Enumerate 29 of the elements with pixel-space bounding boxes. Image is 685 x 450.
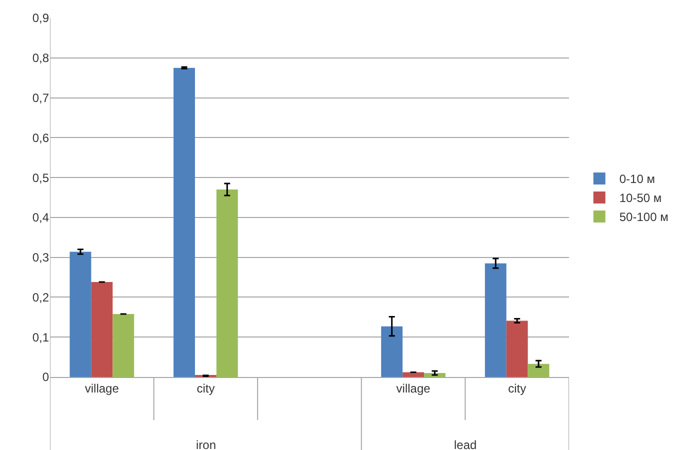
x-tick-label: city	[508, 381, 526, 396]
legend-label: 50-100 м	[619, 210, 668, 224]
legend-label: 0-10 м	[619, 172, 655, 186]
bar	[216, 190, 238, 377]
bar	[506, 320, 528, 377]
y-tick-label: 0,9	[32, 11, 50, 26]
x-tick-label: city	[196, 381, 215, 396]
y-tick-label: 0,6	[32, 130, 50, 145]
y-tick-label: 0,8	[32, 51, 50, 66]
bar	[70, 252, 92, 377]
bar	[484, 263, 506, 377]
bar	[528, 364, 550, 377]
y-tick-label: 0,2	[32, 290, 50, 304]
legend-label: 10-50 м	[619, 191, 662, 206]
y-tick-label: 0,1	[32, 330, 50, 344]
y-tick-label: 0	[42, 370, 50, 384]
text: lead	[454, 438, 477, 450]
x-tick-label: village	[84, 381, 120, 396]
y-tick-label: 0,4	[32, 210, 50, 225]
bar	[381, 326, 403, 377]
bar	[91, 282, 113, 377]
bar	[112, 314, 134, 377]
y-tick-label: 0,7	[32, 90, 50, 105]
y-tick-label: 0,3	[32, 250, 50, 265]
bar	[174, 68, 195, 377]
y-tick-label: 0,5	[32, 170, 50, 185]
bar	[402, 372, 424, 377]
x-tick-label: village	[396, 381, 431, 396]
text: iron	[196, 438, 216, 450]
